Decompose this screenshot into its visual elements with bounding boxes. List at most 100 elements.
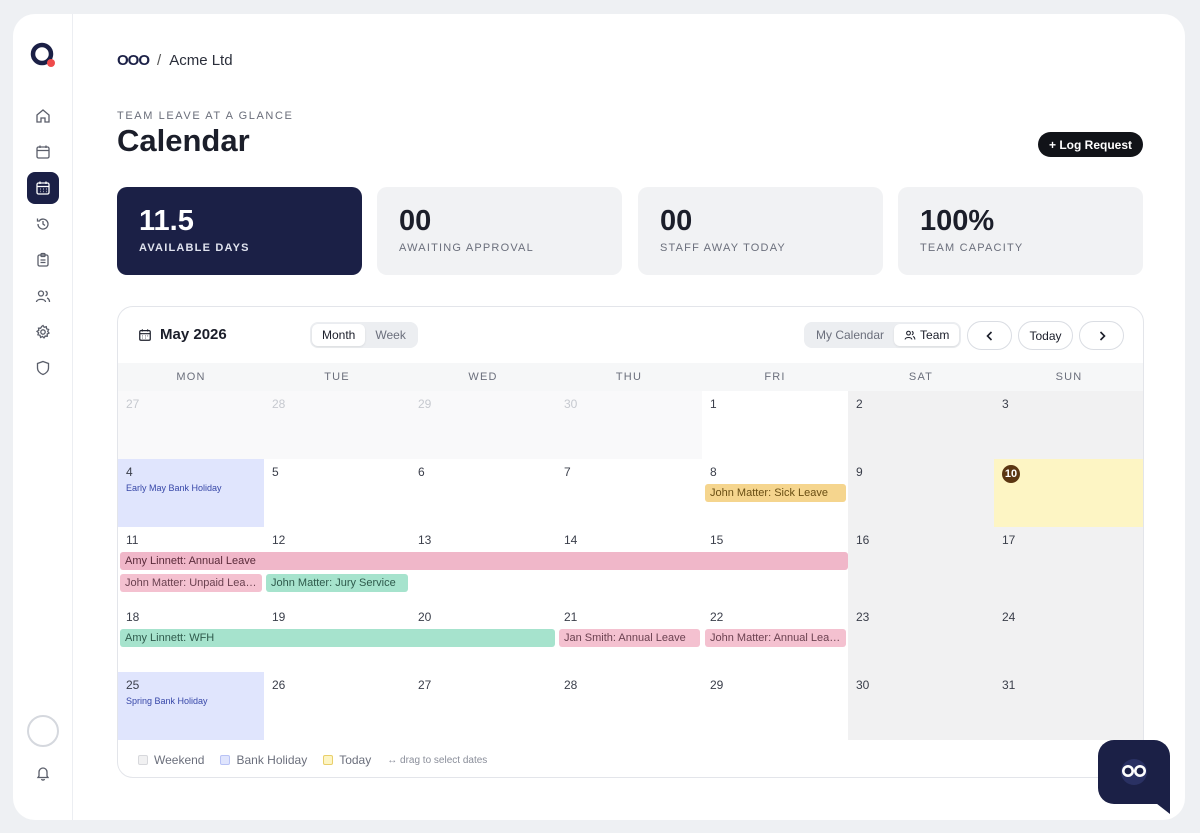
chat-widget-button[interactable] <box>1098 740 1170 804</box>
day-cell-weekend[interactable]: 23 <box>848 604 994 672</box>
day-cell[interactable]: 28 <box>556 672 702 740</box>
day-number: 30 <box>856 678 870 692</box>
day-number: 13 <box>418 533 432 547</box>
day-number: 7 <box>564 465 571 479</box>
day-number: 9 <box>856 465 863 479</box>
weekday-label: WED <box>468 371 498 383</box>
day-cell[interactable]: 7 <box>556 459 702 527</box>
day-cell[interactable]: 26 <box>264 672 410 740</box>
legend-swatch <box>220 755 231 765</box>
day-cell[interactable]: 29 <box>410 391 556 459</box>
day-cell[interactable]: 1 <box>702 391 848 459</box>
sidebar-item-history[interactable] <box>27 208 59 240</box>
sidebar-item-team-calendar[interactable] <box>27 172 59 204</box>
view-toggle-week[interactable]: Week <box>375 328 406 342</box>
day-number: 1 <box>710 397 717 411</box>
event-annual-leave[interactable]: Amy Linnett: Annual Leave <box>120 552 848 570</box>
sidebar-item-security[interactable] <box>27 352 59 384</box>
day-number: 18 <box>126 610 140 624</box>
event-annual-leave[interactable]: Jan Smith: Annual Leave <box>559 629 700 647</box>
shield-icon <box>36 360 50 376</box>
sidebar-item-home[interactable] <box>27 100 59 132</box>
stat-card-awaiting-approval: 00 AWAITING APPROVAL <box>377 187 622 275</box>
day-number: 23 <box>856 610 870 624</box>
day-cell[interactable]: 5 <box>264 459 410 527</box>
scope-toggle-team[interactable]: Team <box>894 324 960 346</box>
log-request-button[interactable]: + Log Request <box>1037 132 1143 157</box>
avatar[interactable] <box>27 715 59 747</box>
today-button[interactable]: Today <box>1018 321 1073 350</box>
day-number: 17 <box>1002 533 1016 547</box>
view-toggle-month[interactable]: Month <box>312 324 366 346</box>
page-title: Calendar <box>117 123 250 158</box>
scope-toggle: My Calendar Team <box>804 322 962 348</box>
day-cell[interactable]: 27 <box>118 391 264 459</box>
day-number: 8 <box>710 465 717 479</box>
day-number: 30 <box>564 397 578 411</box>
day-cell[interactable]: 6 <box>410 459 556 527</box>
day-number: 25 <box>126 678 140 692</box>
sidebar-item-calendar[interactable] <box>27 136 59 168</box>
event-jury-service[interactable]: John Matter: Jury Service <box>266 574 408 592</box>
day-number: 26 <box>272 678 286 692</box>
event-sick-leave[interactable]: John Matter: Sick Leave <box>705 484 846 502</box>
today-badge: 10 <box>1002 465 1020 483</box>
sidebar-item-settings[interactable] <box>27 316 59 348</box>
stat-card-available-days: 11.5 AVAILABLE DAYS <box>117 187 362 275</box>
day-cell[interactable]: 15 <box>702 527 848 604</box>
day-cell[interactable]: 11 <box>118 527 264 604</box>
bell-icon[interactable] <box>35 765 51 781</box>
view-toggle: Month Week <box>310 322 418 348</box>
event-annual-leave[interactable]: John Matter: Annual Lea… <box>705 629 846 647</box>
day-cell-weekend[interactable]: 2 <box>848 391 994 459</box>
day-cell[interactable]: 18 <box>118 604 264 672</box>
day-cell-weekend[interactable]: 31 <box>994 672 1143 740</box>
day-cell[interactable]: 19 <box>264 604 410 672</box>
day-cell-holiday[interactable]: 4 Early May Bank Holiday <box>118 459 264 527</box>
prev-month-button[interactable] <box>967 321 1012 350</box>
weekday-label: MON <box>176 371 206 383</box>
day-cell[interactable]: 8 <box>702 459 848 527</box>
day-cell-weekend[interactable]: 9 <box>848 459 994 527</box>
breadcrumb-separator: / <box>157 52 162 69</box>
day-cell[interactable]: 13 <box>410 527 556 604</box>
app-logo-icon[interactable] <box>30 42 56 68</box>
day-cell[interactable]: 21 <box>556 604 702 672</box>
day-number: 3 <box>1002 397 1009 411</box>
day-cell[interactable]: 27 <box>410 672 556 740</box>
day-cell[interactable]: 12 <box>264 527 410 604</box>
day-cell-weekend[interactable]: 17 <box>994 527 1143 604</box>
sidebar-item-requests[interactable] <box>27 244 59 276</box>
weekday-label: FRI <box>764 371 786 383</box>
calendar-icon <box>139 328 151 341</box>
event-wfh[interactable]: Amy Linnett: WFH <box>120 629 555 647</box>
calendar-toolbar: May 2026 Month Week My Calendar Team T <box>118 307 1143 363</box>
breadcrumb-company[interactable]: Acme Ltd <box>169 52 233 69</box>
stat-card-staff-away: 00 STAFF AWAY TODAY <box>638 187 883 275</box>
day-number: 29 <box>418 397 432 411</box>
day-number: 6 <box>418 465 425 479</box>
users-icon <box>35 290 51 303</box>
day-cell[interactable]: 20 <box>410 604 556 672</box>
day-number: 24 <box>1002 610 1016 624</box>
day-cell[interactable]: 14 <box>556 527 702 604</box>
day-cell-weekend[interactable]: 3 <box>994 391 1143 459</box>
sidebar-item-users[interactable] <box>27 280 59 312</box>
day-cell[interactable]: 22 <box>702 604 848 672</box>
day-cell[interactable]: 30 <box>556 391 702 459</box>
event-unpaid-leave[interactable]: John Matter: Unpaid Lea… <box>120 574 262 592</box>
holiday-name: Spring Bank Holiday <box>126 696 208 706</box>
day-number: 5 <box>272 465 279 479</box>
day-cell[interactable]: 28 <box>264 391 410 459</box>
calendar-grid-icon <box>36 181 50 195</box>
day-cell-weekend[interactable]: 16 <box>848 527 994 604</box>
day-cell[interactable]: 29 <box>702 672 848 740</box>
day-cell-weekend[interactable]: 24 <box>994 604 1143 672</box>
day-cell-holiday[interactable]: 25 Spring Bank Holiday <box>118 672 264 740</box>
scope-toggle-my-calendar[interactable]: My Calendar <box>816 328 885 342</box>
brand-logo[interactable]: OOO <box>117 52 150 69</box>
next-month-button[interactable] <box>1079 321 1124 350</box>
day-cell-today[interactable]: 10 <box>994 459 1143 527</box>
chevron-right-icon <box>1099 330 1106 341</box>
day-cell-weekend[interactable]: 30 <box>848 672 994 740</box>
